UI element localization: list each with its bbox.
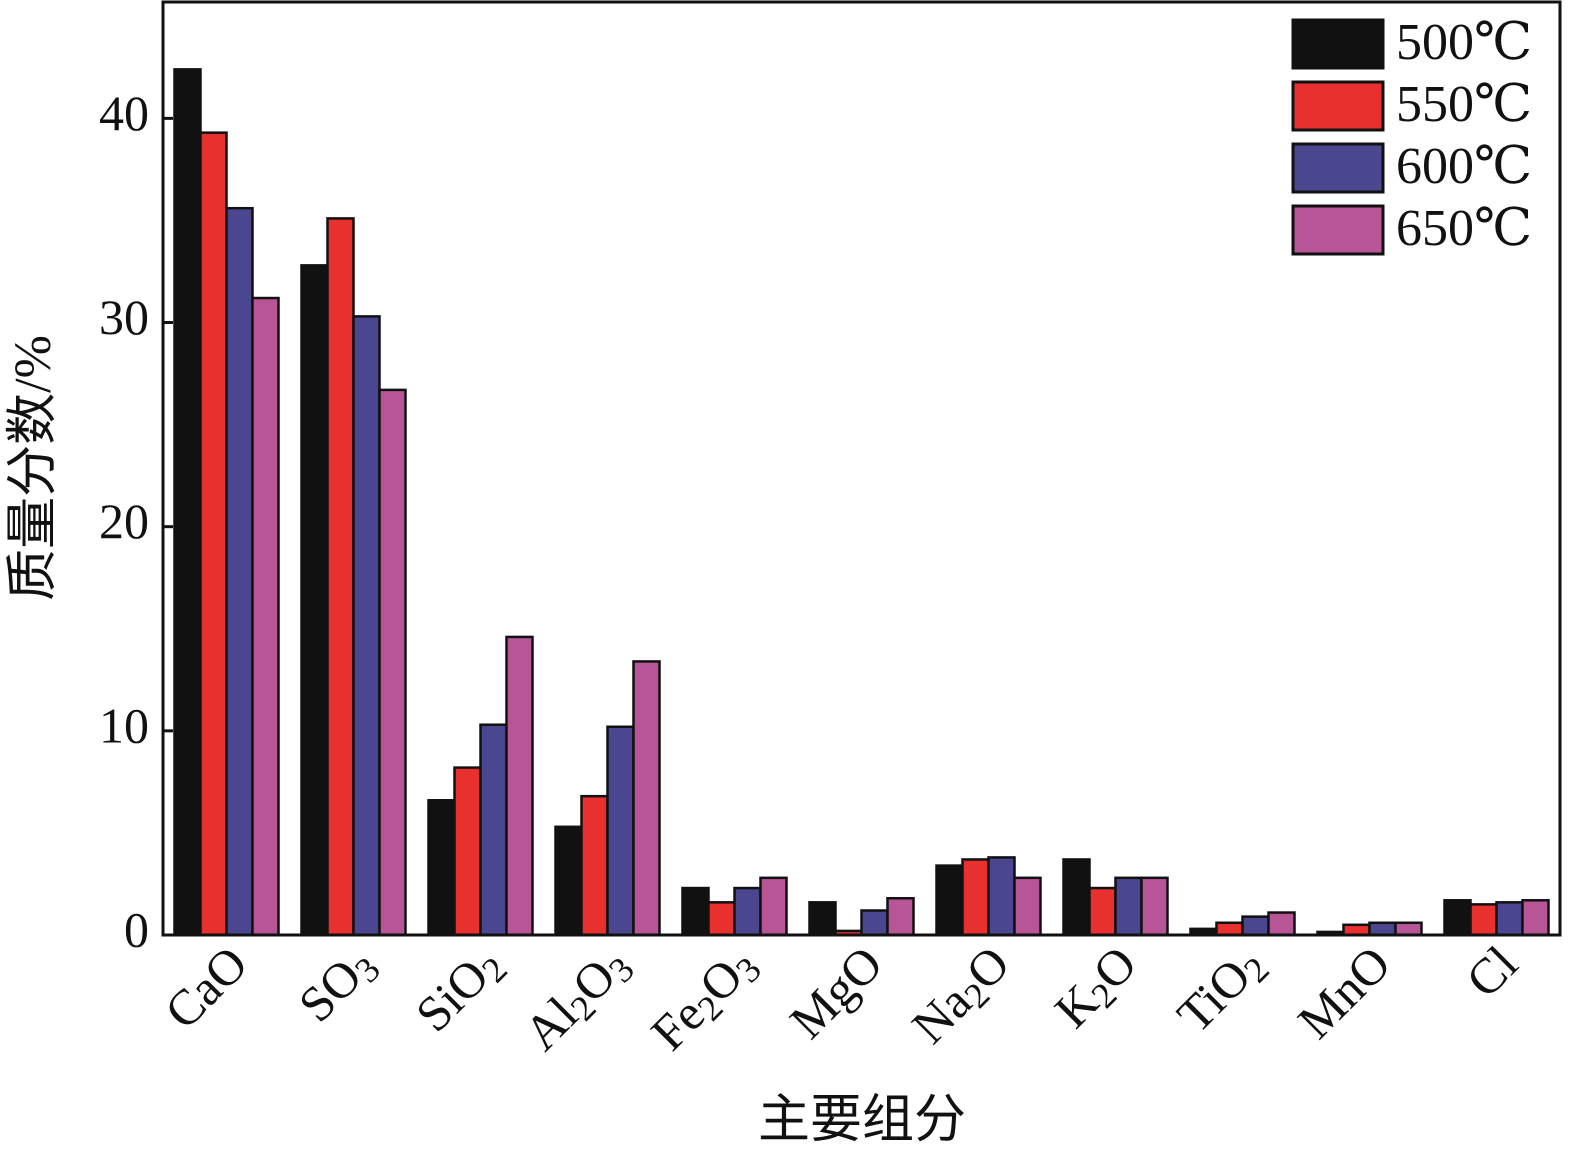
legend-swatch (1291, 18, 1385, 70)
bar (378, 388, 407, 937)
x-tick-label: Cl (1455, 935, 1528, 1008)
y-tick-label: 30 (99, 289, 149, 345)
x-tick-label-part: MnO (1287, 935, 1401, 1049)
x-tick-label: K2O (1044, 935, 1150, 1041)
bar (886, 897, 915, 937)
bar (808, 901, 837, 937)
y-tick-label: 0 (124, 901, 149, 957)
bar (427, 799, 456, 937)
bar (1088, 886, 1117, 937)
x-tick-label: TiO2 (1166, 935, 1277, 1046)
bar (453, 766, 482, 937)
x-tick-label: SO3 (288, 935, 388, 1035)
bar (1267, 911, 1296, 937)
bar (1521, 899, 1550, 937)
bar (606, 725, 635, 937)
bar (1013, 876, 1042, 937)
bar (580, 794, 609, 937)
bar (479, 723, 508, 937)
x-tick-label: Fe2O3 (640, 935, 769, 1064)
bar (1495, 901, 1524, 937)
x-tick-label-part: MgO (779, 935, 893, 1049)
y-axis-title: 质量分数/% (5, 335, 62, 601)
plot-frame (161, 0, 1562, 937)
x-tick-label: CaO (154, 935, 258, 1039)
x-tick-label: Na2O (901, 935, 1023, 1057)
bar (1114, 876, 1143, 937)
bar (987, 856, 1016, 937)
bar (961, 858, 990, 937)
legend-swatch (1291, 142, 1385, 194)
bar (1394, 921, 1423, 937)
bar (632, 660, 661, 937)
bar (681, 886, 710, 937)
legend-swatch (1291, 204, 1385, 256)
bar (505, 635, 534, 937)
bar (1469, 903, 1498, 937)
x-tick-label: MnO (1287, 935, 1401, 1049)
bar (707, 901, 736, 937)
legend-swatch (1291, 80, 1385, 132)
bar (225, 206, 254, 937)
bar (1062, 858, 1091, 937)
x-tick-label-part: Cl (1455, 935, 1528, 1008)
x-tick-label: MgO (779, 935, 893, 1049)
bar (935, 864, 964, 937)
y-tick-label: 10 (99, 697, 149, 753)
legend-label: 500℃ (1396, 14, 1532, 71)
x-tick-label: Al2O3 (513, 935, 642, 1064)
legend-label: 600℃ (1396, 138, 1532, 195)
bar (733, 886, 762, 937)
x-axis-title: 主要组分 (758, 1092, 966, 1149)
bar (1215, 921, 1244, 937)
bar (173, 68, 202, 937)
bar (1342, 923, 1371, 937)
bar (1368, 921, 1397, 937)
bar (554, 825, 583, 937)
bar (1241, 915, 1270, 937)
bar (251, 296, 280, 937)
legend-label: 550℃ (1396, 76, 1532, 133)
legend-label: 650℃ (1396, 200, 1532, 257)
y-tick-label: 40 (99, 85, 149, 141)
y-tick-label: 20 (99, 493, 149, 549)
bar (1443, 899, 1472, 937)
x-tick-label-part: CaO (154, 935, 258, 1039)
bar (326, 217, 355, 937)
bar (1140, 876, 1169, 937)
bar (860, 909, 889, 937)
bar (759, 876, 788, 937)
x-tick-label: SiO2 (405, 935, 515, 1045)
bar (199, 131, 228, 937)
bar (300, 264, 329, 937)
bar (352, 315, 381, 937)
